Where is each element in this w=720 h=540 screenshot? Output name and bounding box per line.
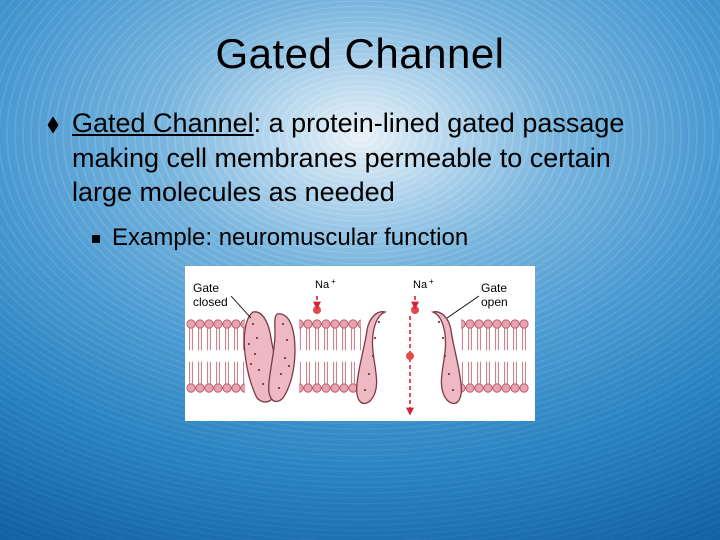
svg-text:Gate: Gate: [481, 281, 507, 295]
svg-text:Na: Na: [413, 279, 428, 291]
svg-text:+: +: [429, 277, 434, 286]
gated-channel-diagram: GateclosedGateopenNa+Na+: [185, 266, 535, 421]
svg-text:Na: Na: [315, 279, 330, 291]
svg-text:+: +: [331, 277, 336, 286]
diagram-container: GateclosedGateopenNa+Na+: [48, 266, 672, 421]
square-bullet-icon: [92, 235, 100, 243]
svg-text:Gate: Gate: [193, 281, 219, 295]
slide-title: Gated Channel: [48, 30, 672, 78]
bullet-main-text: Gated Channel: a protein-lined gated pas…: [72, 106, 672, 210]
bullet-main-row: Gated Channel: a protein-lined gated pas…: [48, 106, 672, 210]
bullet-sub-row: Example: neuromuscular function: [92, 224, 672, 252]
bullet-sub-text: Example: neuromuscular function: [112, 224, 468, 252]
svg-text:closed: closed: [193, 295, 228, 309]
diamond-bullet-icon: [47, 116, 58, 133]
svg-text:open: open: [481, 295, 508, 309]
term: Gated Channel: [72, 108, 254, 138]
slide: Gated Channel Gated Channel: a protein-l…: [0, 0, 720, 421]
